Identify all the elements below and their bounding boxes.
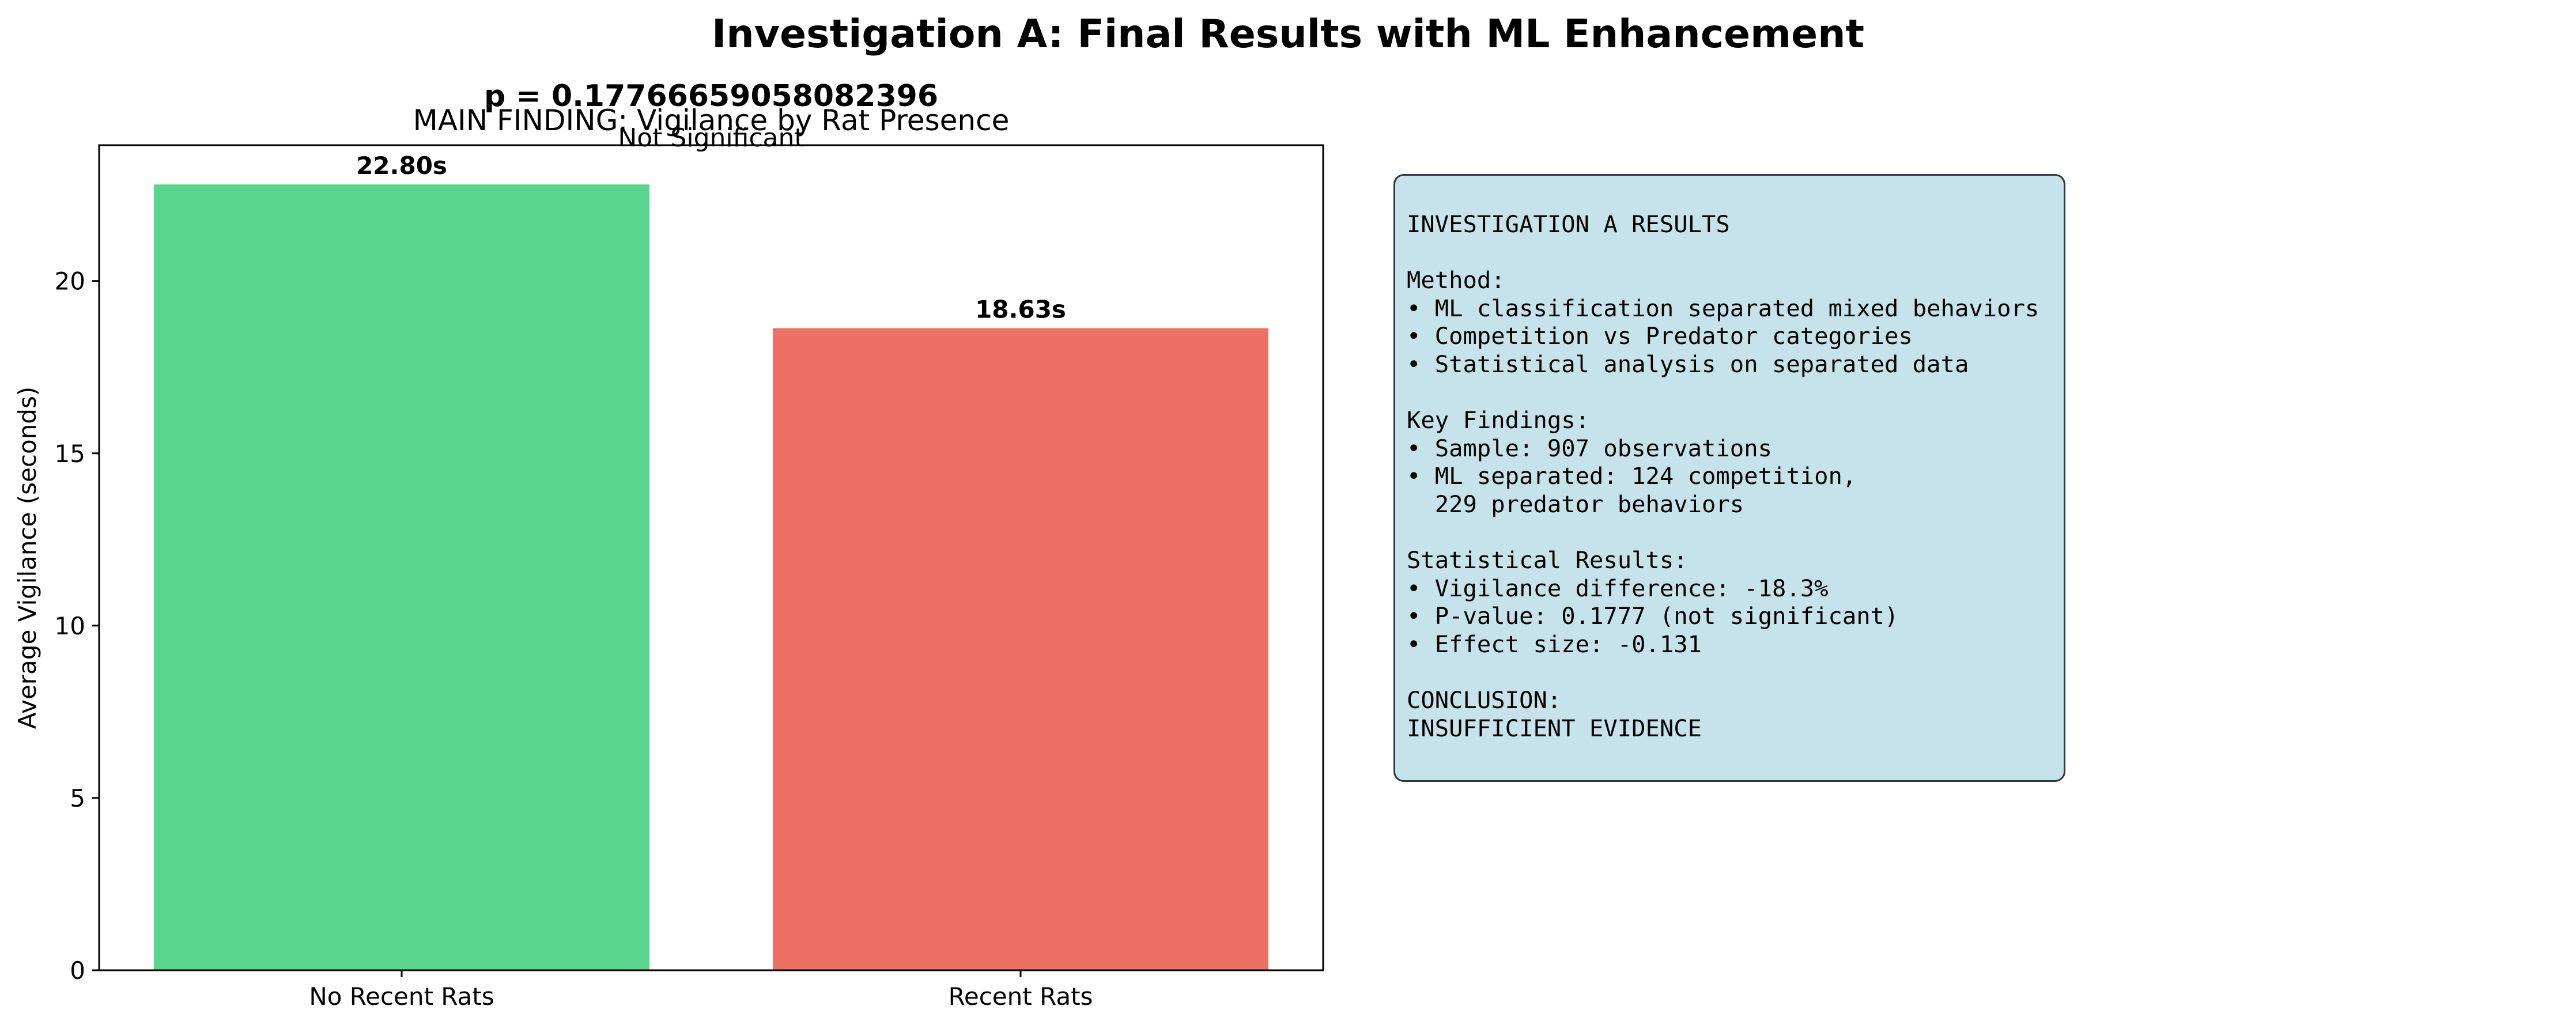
bar-chart: 0 5 10 15 20 No Recent Rats Recent Rats 22.80… bbox=[13, 79, 1324, 1011]
info-box-line: CONCLUSION: bbox=[1407, 686, 1562, 714]
info-box-line: • Statistical analysis on separated data bbox=[1407, 350, 1969, 378]
info-box-line bbox=[1407, 659, 2064, 687]
x-axis-ticks: No Recent Rats Recent Rats bbox=[309, 970, 1093, 1011]
y-tick-label: 5 bbox=[70, 784, 85, 812]
y-tick-label: 10 bbox=[55, 612, 85, 640]
info-box-line: • ML separated: 124 competition, bbox=[1407, 462, 1857, 490]
info-box-line: INVESTIGATION A RESULTS bbox=[1407, 210, 1730, 238]
bar-value-label: 18.63s bbox=[975, 296, 1066, 324]
info-box-line: • Sample: 907 observations bbox=[1407, 434, 1772, 462]
info-box-line: Key Findings: bbox=[1407, 406, 1589, 434]
p-value-annotation: p = 0.17766659058082396 bbox=[484, 79, 938, 114]
info-box-line: • Competition vs Predator categories bbox=[1407, 322, 1913, 350]
info-box-line bbox=[1407, 239, 2064, 267]
info-box-line bbox=[1407, 379, 2064, 407]
info-box-line: • ML classification separated mixed beha… bbox=[1407, 294, 2039, 322]
x-tick-label: Recent Rats bbox=[949, 982, 1093, 1011]
results-summary-box: INVESTIGATION A RESULTS Method: • ML class… bbox=[1393, 174, 2065, 782]
significance-annotation: Not Significant bbox=[618, 123, 804, 153]
info-box-line: • Effect size: -0.131 bbox=[1407, 630, 1702, 658]
info-box-line: 229 predator behaviors bbox=[1407, 490, 1744, 518]
info-box-line: Statistical Results: bbox=[1407, 546, 1688, 574]
bar-1 bbox=[773, 328, 1268, 971]
chart-title: MAIN FINDING: Vigilance by Rat Presence bbox=[413, 104, 1010, 137]
info-box-line bbox=[1407, 519, 2064, 547]
info-box-line: • P-value: 0.1777 (not significant) bbox=[1407, 602, 1899, 630]
y-tick-label: 20 bbox=[55, 267, 85, 296]
y-axis-label: Average Vigilance (seconds) bbox=[13, 387, 41, 729]
plot-frame bbox=[98, 144, 1324, 971]
bar-0 bbox=[154, 184, 649, 971]
bar-value-label: 22.80s bbox=[356, 152, 447, 180]
info-box-line: INSUFFICIENT EVIDENCE bbox=[1407, 714, 1702, 742]
y-tick-label: 15 bbox=[55, 440, 85, 468]
info-box-line: Method: bbox=[1407, 266, 1505, 294]
bar-value-labels: 22.80s 18.63s bbox=[356, 152, 1066, 323]
y-tick-label: 0 bbox=[70, 956, 85, 985]
x-tick-label: No Recent Rats bbox=[309, 982, 494, 1011]
figure-title: Investigation A: Final Results with ML E… bbox=[712, 12, 1864, 57]
info-box-line: • Vigilance difference: -18.3% bbox=[1407, 574, 1829, 602]
bars-group bbox=[154, 184, 1268, 971]
y-axis-ticks: 0 5 10 15 20 bbox=[55, 267, 99, 985]
